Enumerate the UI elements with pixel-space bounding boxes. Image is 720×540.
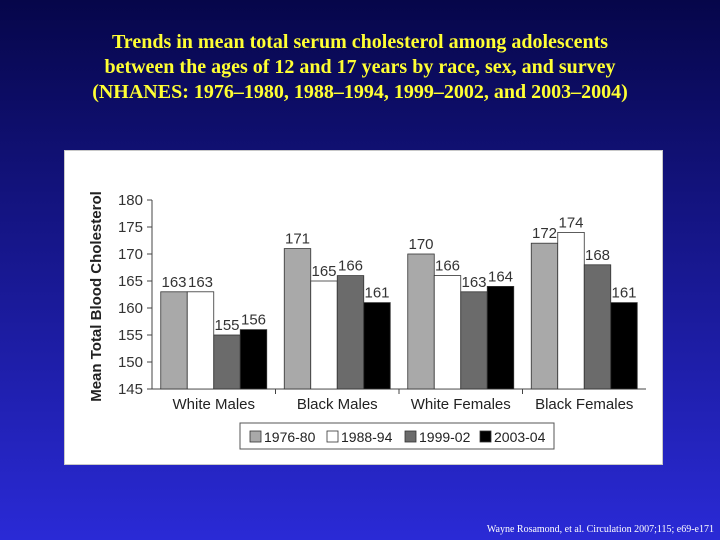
bar xyxy=(407,253,435,390)
title-line-3: (NHANES: 1976–1980, 1988–1994, 1999–2002… xyxy=(92,81,628,103)
bar-data-label: 163 xyxy=(461,274,486,291)
y-axis-label: Mean Total Blood Cholesterol xyxy=(88,191,105,402)
bar xyxy=(433,275,462,390)
legend-swatch xyxy=(479,430,492,443)
bar xyxy=(530,242,559,390)
bar-data-label: 166 xyxy=(435,258,460,275)
citation: Wayne Rosamond, et al. Circulation 2007;… xyxy=(486,524,714,535)
bar-data-label: 166 xyxy=(338,258,363,275)
legend-swatch xyxy=(249,430,262,443)
y-tick-label: 150 xyxy=(118,354,143,371)
bar-data-label: 164 xyxy=(488,268,513,285)
bar xyxy=(460,291,488,390)
legend-label: 1988-94 xyxy=(341,429,393,445)
y-tick-label: 165 xyxy=(118,273,143,290)
bar xyxy=(239,329,268,390)
bar-data-label: 163 xyxy=(188,274,213,291)
legend-swatch xyxy=(326,430,339,443)
y-tick-label: 175 xyxy=(118,219,143,236)
bar xyxy=(557,232,585,390)
legend-label: 2003-04 xyxy=(494,429,546,445)
y-tick-label: 160 xyxy=(118,300,143,317)
bar xyxy=(186,291,215,390)
bar-data-label: 163 xyxy=(161,274,186,291)
bar xyxy=(336,275,365,390)
bar-data-label: 156 xyxy=(241,312,266,329)
bar-data-label: 168 xyxy=(585,247,610,264)
legend-swatch xyxy=(404,430,417,443)
bar-data-label: 172 xyxy=(532,225,557,242)
bar-data-label: 161 xyxy=(611,285,636,302)
title-line-1: Trends in mean total serum cholesterol a… xyxy=(111,31,609,53)
chart-panel: 145 150 155 160 165 170 175 180 Mean Total Blood… xyxy=(64,150,663,465)
bar xyxy=(310,280,338,390)
legend-label: 1976-80 xyxy=(264,429,316,445)
bar xyxy=(363,302,391,390)
legend-label: 1999-02 xyxy=(419,429,471,445)
bar-data-label: 155 xyxy=(214,317,239,334)
bar xyxy=(160,291,188,390)
slide-title: Trends in mean total serum cholesterol a… xyxy=(0,30,720,105)
cholesterol-bar-chart: 145 150 155 160 165 170 175 180 Mean Total Blood… xyxy=(88,191,646,450)
y-tick-label: 145 xyxy=(118,381,143,398)
y-tick-label: 155 xyxy=(118,327,143,344)
y-tick-label: 170 xyxy=(118,246,143,263)
bar-data-label: 171 xyxy=(285,231,310,248)
bar xyxy=(610,302,638,390)
title-line-2: between the ages of 12 and 17 years by r… xyxy=(104,56,616,78)
y-tick-label: 180 xyxy=(118,192,143,209)
bar-data-label: 161 xyxy=(364,285,389,302)
bar xyxy=(583,264,612,390)
category-label: White Females xyxy=(411,396,511,413)
category-label: Black Females xyxy=(535,396,633,413)
bar-data-label: 165 xyxy=(311,263,336,280)
category-label: Black Males xyxy=(297,396,378,413)
bar-data-label: 174 xyxy=(558,214,583,231)
bar xyxy=(283,248,312,390)
bar-data-label: 170 xyxy=(408,236,433,253)
legend-box xyxy=(239,422,555,450)
bar xyxy=(213,334,241,390)
category-label: White Males xyxy=(172,396,255,413)
bar xyxy=(486,285,515,390)
